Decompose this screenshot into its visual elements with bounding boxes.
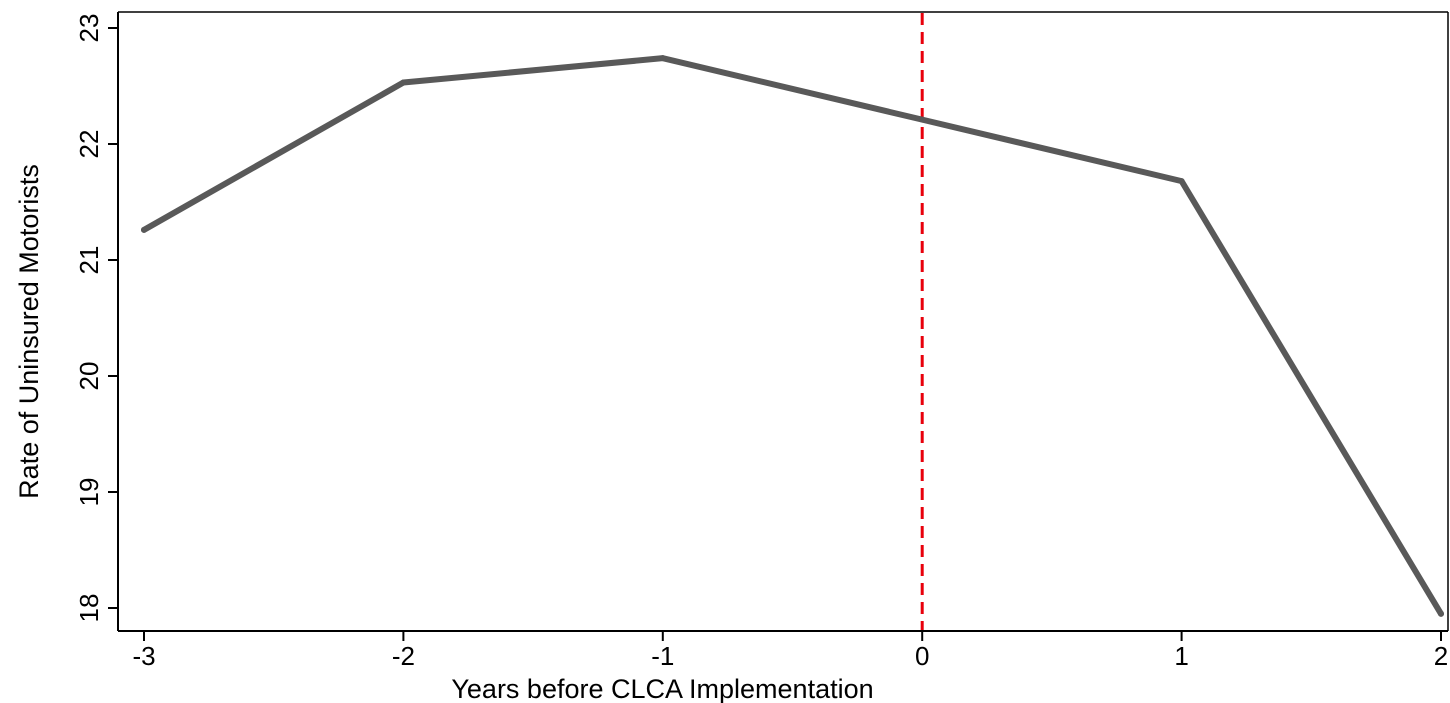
x-tick-label: 1 [1174, 641, 1188, 671]
y-tick-label: 22 [74, 130, 104, 159]
y-tick-label: 18 [74, 594, 104, 623]
series-line [141, 55, 1444, 617]
data-point [919, 116, 926, 123]
data-point [1438, 610, 1444, 617]
x-tick-label: -1 [651, 641, 674, 671]
data-point [400, 79, 407, 86]
y-tick-label: 21 [74, 246, 104, 275]
data-point [659, 55, 666, 62]
axes: -3 -2 -1 0 1 2 18 19 20 21 22 23 [74, 11, 1449, 671]
x-tick-label: 0 [915, 641, 929, 671]
x-tick-label: -2 [392, 641, 415, 671]
series-group [141, 55, 1444, 617]
y-axis-title: Rate of Uninsured Motorists [14, 164, 44, 499]
data-point [141, 226, 147, 233]
x-tick-label: 2 [1434, 641, 1448, 671]
y-tick-label: 19 [74, 478, 104, 507]
y-tick-label: 20 [74, 362, 104, 391]
data-point [1178, 178, 1185, 185]
x-axis-title: Years before CLCA Implementation [451, 674, 873, 703]
x-tick-label: -3 [132, 641, 155, 671]
y-tick-label: 23 [74, 14, 104, 43]
